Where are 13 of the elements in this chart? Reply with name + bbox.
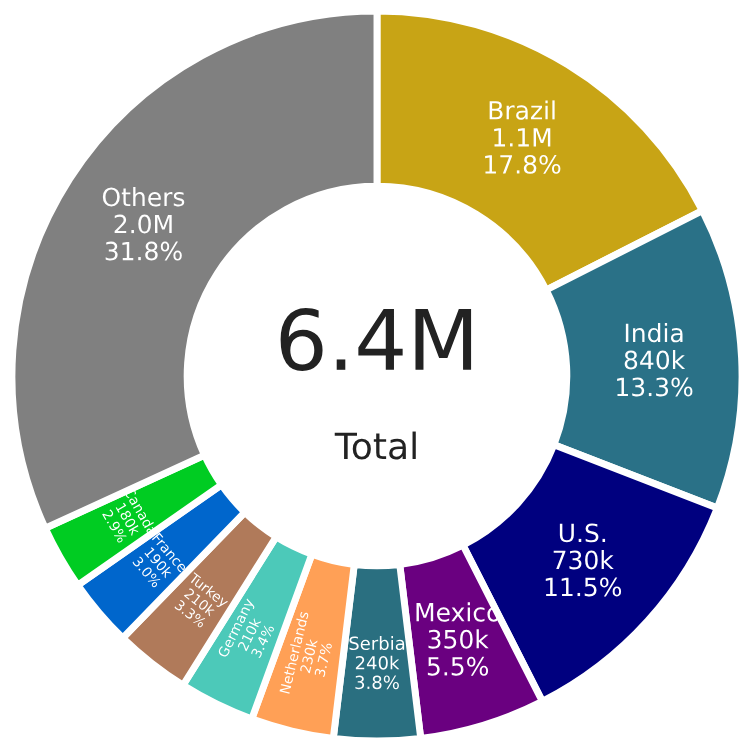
slice-label: Serbia [349,636,405,651]
data-label: 1.1M 17.8% [485,128,561,174]
text: 6.4M [280,307,472,371]
text: Total [334,431,416,460]
data-label: 730k 11.5% [545,550,622,597]
slice-label: U.S. [559,523,606,543]
data-label: 240k 3.8% [355,655,400,690]
slice-label: Brazil [489,100,555,120]
data-label: 840k 13.3% [617,350,693,397]
slice-label: Others [102,187,185,207]
data-label: 2.0M 31.8% [105,214,182,261]
slice-label: India [625,322,683,343]
data-label: 350k 5.5% [427,629,489,676]
